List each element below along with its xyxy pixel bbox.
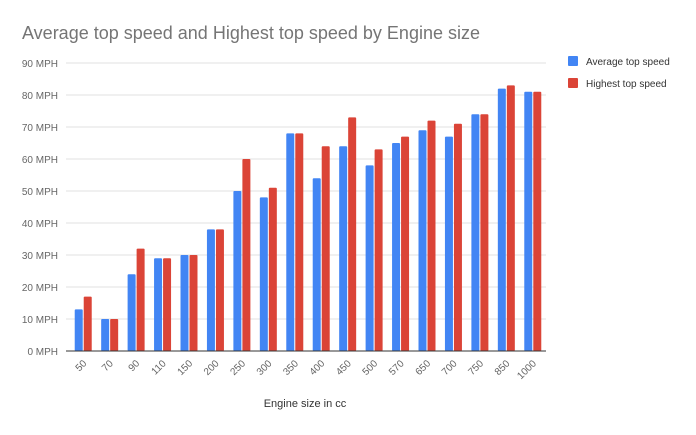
- bar-highest-90: [136, 248, 145, 351]
- bar-average-650: [418, 130, 427, 351]
- x-tick-label: 650: [414, 358, 434, 378]
- bar-highest-500: [374, 149, 383, 351]
- bar-highest-700: [453, 123, 462, 351]
- bar-average-500: [365, 165, 374, 351]
- x-tick-label: 450: [334, 358, 354, 378]
- x-axis-title: Engine size in cc: [264, 398, 347, 410]
- legend-label: Highest top speed: [586, 79, 667, 90]
- bar-highest-110: [163, 258, 172, 351]
- x-tick-label: 150: [176, 358, 196, 378]
- x-tick-label: 700: [440, 358, 460, 378]
- y-tick-label: 80 MPH: [22, 91, 58, 102]
- bar-highest-750: [480, 114, 489, 351]
- x-tick-label: 850: [493, 358, 513, 378]
- x-tick-label: 500: [361, 358, 381, 378]
- y-tick-label: 40 MPH: [22, 219, 58, 230]
- x-tick-label: 350: [281, 358, 301, 378]
- bar-average-1000: [524, 91, 533, 352]
- bar-average-50: [74, 309, 83, 351]
- y-tick-label: 20 MPH: [22, 283, 58, 294]
- bars: [74, 85, 542, 352]
- bar-average-300: [259, 197, 268, 351]
- bar-average-400: [312, 178, 321, 351]
- bar-highest-200: [215, 229, 224, 351]
- x-tick-label: 300: [255, 358, 275, 378]
- bar-average-570: [392, 143, 401, 351]
- x-tick-label: 50: [74, 358, 90, 374]
- y-tick-label: 50 MPH: [22, 187, 58, 198]
- bar-average-70: [101, 319, 110, 351]
- bar-average-350: [286, 133, 295, 351]
- bar-average-110: [154, 258, 163, 351]
- bar-highest-650: [427, 120, 436, 351]
- legend: Average top speed Highest top speed: [568, 56, 670, 90]
- y-tick-label: 70 MPH: [22, 123, 58, 134]
- legend-swatch: [568, 78, 578, 88]
- bar-highest-250: [242, 159, 251, 351]
- legend-label: Average top speed: [586, 57, 670, 68]
- bar-highest-150: [189, 255, 198, 351]
- bar-average-450: [339, 146, 348, 351]
- x-tick-label: 1000: [515, 358, 539, 382]
- bar-average-250: [233, 191, 242, 351]
- y-tick-label: 30 MPH: [22, 251, 58, 262]
- bar-highest-50: [83, 296, 92, 351]
- bar-average-700: [444, 136, 453, 351]
- y-tick-label: 60 MPH: [22, 155, 58, 166]
- bar-highest-70: [110, 319, 119, 351]
- bar-average-850: [497, 88, 506, 351]
- y-tick-label: 90 MPH: [22, 59, 58, 70]
- bar-highest-350: [295, 133, 304, 351]
- bar-average-150: [180, 255, 189, 351]
- x-tick-label: 200: [202, 358, 222, 378]
- bar-highest-1000: [533, 91, 542, 352]
- bar-highest-570: [401, 136, 410, 351]
- bar-highest-450: [348, 117, 357, 352]
- legend-swatch: [568, 56, 578, 66]
- y-axis-ticks: 0 MPH 10 MPH 20 MPH 30 MPH 40 MPH 50 MPH 60 MP…: [22, 59, 58, 358]
- chart-title: Average top speed and Highest top speed …: [22, 23, 480, 43]
- bar-highest-400: [321, 146, 330, 351]
- bar-highest-850: [506, 85, 515, 352]
- x-tick-label: 90: [127, 358, 143, 374]
- bar-average-750: [471, 114, 480, 351]
- bar-average-200: [206, 229, 215, 351]
- y-tick-label: 10 MPH: [22, 315, 58, 326]
- gridlines: [66, 62, 546, 320]
- x-axis-ticks: 50 70 90 110 150 200 250 300 350 400 450 500 570 650 7…: [74, 358, 540, 382]
- y-tick-label: 0 MPH: [27, 347, 58, 358]
- bar-average-90: [127, 274, 136, 351]
- x-tick-label: 400: [308, 358, 328, 378]
- x-tick-label: 250: [228, 358, 248, 378]
- x-tick-label: 110: [150, 358, 169, 377]
- x-tick-label: 570: [387, 358, 407, 378]
- x-tick-label: 750: [466, 358, 486, 378]
- bar-highest-300: [268, 187, 277, 351]
- x-tick-label: 70: [100, 358, 116, 374]
